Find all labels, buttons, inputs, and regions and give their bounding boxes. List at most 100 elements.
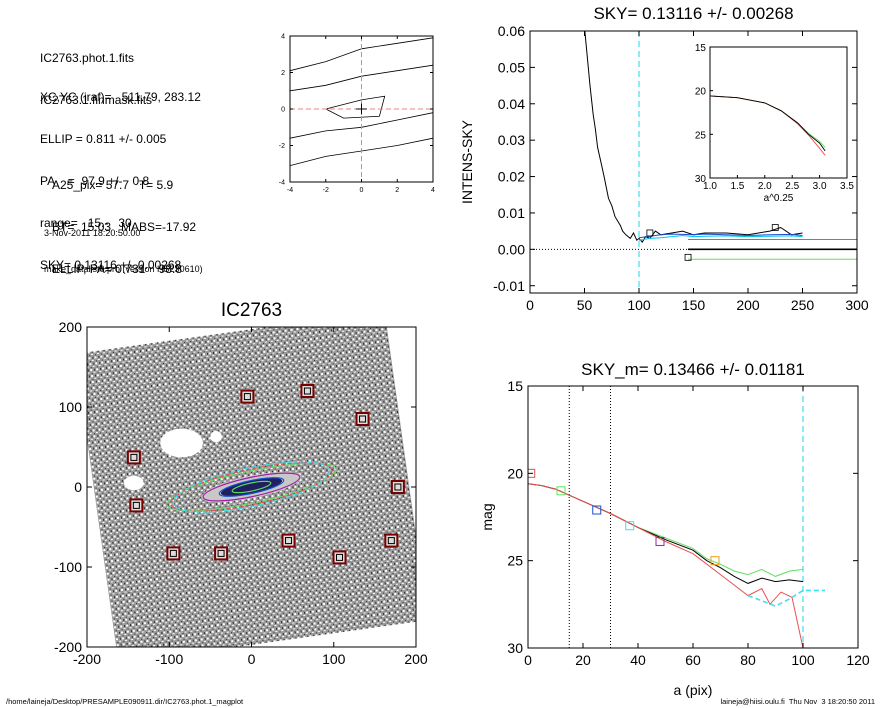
inset-series-line <box>709 95 826 152</box>
info-block-results: A25_pix= 57.7 T= 5.9 BT= 15.03 MABS=-17.… <box>52 150 196 290</box>
info-line: ELLIP, PA= 0.731 98.8 <box>52 262 182 276</box>
y-tick-label: -2 <box>279 143 285 150</box>
inset-x-tick-label: 3.5 <box>840 181 854 192</box>
x-tick-label: -200 <box>73 651 101 667</box>
x-tick-label: 300 <box>845 297 869 313</box>
x-tick-label: 60 <box>685 652 701 668</box>
y-tick-label: 0.04 <box>498 96 525 112</box>
sky-series-line <box>638 233 803 239</box>
info-line: SKY= 0.13116 +/- 0.00268 <box>40 258 182 272</box>
info-line: 3-Nov-2011 18:20:50.00 <box>44 228 141 238</box>
info-line: XC,YC (iraf)= 511.79, 283.12 <box>40 90 201 104</box>
x-tick-label: 50 <box>577 297 593 313</box>
masked-star-inner <box>132 501 140 509</box>
mag-marker <box>710 556 720 566</box>
y-tick-label: 25 <box>507 553 523 569</box>
y-tick-label: 0 <box>281 107 285 114</box>
masked-star-inner <box>336 553 344 561</box>
galaxy-image-group <box>87 327 416 647</box>
isophote-ellipse <box>231 480 272 494</box>
info-line: make_datalist0.pro (version HS230610) <box>44 264 203 274</box>
inset-x-tick-label: 1.5 <box>730 181 744 192</box>
info-block-params: XC,YC (iraf)= 511.79, 283.12 ELLIP = 0.8… <box>40 62 201 286</box>
y-tick-label: -4 <box>279 180 285 187</box>
info-line: ELLIP = 0.811 +/- 0.005 <box>40 132 167 146</box>
y-tick-label: 30 <box>507 640 523 656</box>
y-tick-label: 0.03 <box>498 132 525 148</box>
galaxy-title: IC2763 <box>221 300 282 321</box>
inset-xlabel: a^0.25 <box>764 193 794 204</box>
info-line: IC2763.1.finmask.fits <box>40 93 153 107</box>
sky-marker <box>646 229 654 237</box>
inset-x-tick-label: 3.0 <box>813 181 827 192</box>
mag-marker <box>625 521 635 531</box>
footer-right: laineja@hiisi.oulu.fi Thu Nov 3 18:20:50… <box>720 697 875 706</box>
isophote-ellipse <box>166 462 337 512</box>
y-tick-label: 100 <box>59 399 83 415</box>
masked-star <box>390 480 405 494</box>
sky-ylabel: INTENS-SKY <box>459 119 475 204</box>
inset-x-tick-label: 1.0 <box>703 181 717 192</box>
info-line: IC2763.phot.1.fits <box>40 51 135 65</box>
masked-star-inner <box>359 415 367 423</box>
inset-y-tick-label: 25 <box>695 130 707 141</box>
x-tick-label: -4 <box>287 187 293 194</box>
masked-star-inner <box>217 549 225 557</box>
y-tick-label: 200 <box>59 319 83 335</box>
info-line: BT= 15.03 MABS=-17.92 <box>52 220 197 234</box>
x-tick-label: 200 <box>404 651 428 667</box>
mag-xlabel: a (pix) <box>674 682 713 698</box>
info-line: range= 15.- 30. <box>40 216 136 230</box>
isophote-ellipse <box>172 461 331 513</box>
sky-title: SKY= 0.13116 +/- 0.00268 <box>593 4 793 23</box>
inset-x-tick-label: 2.5 <box>785 181 799 192</box>
sky-series-group <box>530 31 857 293</box>
info-block-files: IC2763.phot.1.fits IC2763.1.finmask.fits <box>40 23 152 121</box>
masked-star-inner <box>387 537 395 545</box>
mag-marker <box>556 486 566 496</box>
masked-star <box>384 533 399 548</box>
masked-star-inner <box>303 387 311 395</box>
x-tick-label: 250 <box>791 297 815 313</box>
inset-y-tick-label: 30 <box>695 174 707 185</box>
masked-star-inner <box>130 453 138 461</box>
inset-y-tick-label: 20 <box>695 87 707 98</box>
y-tick-label: 2 <box>281 70 285 77</box>
x-tick-label: 120 <box>846 652 870 668</box>
sky-series-line <box>584 31 803 243</box>
y-tick-label: -0.01 <box>493 278 525 294</box>
masked-star <box>240 389 255 404</box>
inset-x-tick-label: 2.0 <box>758 181 772 192</box>
masked-region <box>160 428 203 458</box>
x-tick-label: 0 <box>360 187 364 194</box>
y-tick-label: 0.01 <box>498 205 525 221</box>
masked-region <box>210 431 222 443</box>
mag-marker <box>592 505 602 515</box>
footer-left: /home/laineja/Desktop/PRESAMPLE090911.di… <box>6 697 244 706</box>
masked-star <box>300 384 315 398</box>
masked-star <box>214 546 229 561</box>
y-tick-label: 0.02 <box>498 169 525 185</box>
contour-line <box>325 95 386 119</box>
x-tick-label: 4 <box>431 187 435 194</box>
y-tick-label: 4 <box>281 34 285 41</box>
sky-series-line <box>638 234 803 241</box>
sky-marker <box>684 253 692 261</box>
masked-star <box>166 546 181 561</box>
x-tick-label: 0 <box>524 652 532 668</box>
masked-star-inner <box>285 537 293 545</box>
y-tick-label: 20 <box>507 465 523 481</box>
x-tick-label: 150 <box>682 297 706 313</box>
y-tick-label: 15 <box>507 378 523 394</box>
isophote-ellipse <box>170 462 333 512</box>
inset-frame <box>709 46 848 179</box>
masked-star <box>126 450 141 465</box>
galaxy-core <box>220 477 283 497</box>
x-tick-label: 80 <box>740 652 756 668</box>
x-tick-label: 20 <box>575 652 591 668</box>
isophote-ellipse <box>202 472 301 502</box>
mag-ylabel: mag <box>479 503 495 530</box>
x-tick-label: 0 <box>526 297 534 313</box>
y-tick-label: -100 <box>54 559 82 575</box>
info-line: PA = 97.9 +/- 0.8 <box>40 174 150 188</box>
